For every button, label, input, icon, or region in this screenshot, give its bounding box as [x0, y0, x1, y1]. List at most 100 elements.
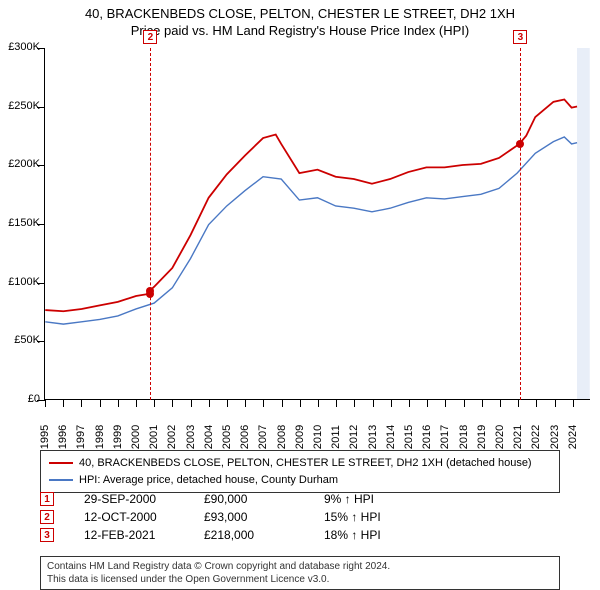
x-axis-label: 2017	[439, 422, 451, 452]
sales-table: 1 29-SEP-2000 £90,000 9% ↑ HPI 2 12-OCT-2000 £…	[40, 492, 414, 546]
footer-line-2: This data is licensed under the Open Gov…	[47, 573, 553, 586]
chart-svg	[45, 48, 590, 399]
y-axis-label: £150K	[8, 217, 40, 229]
sales-row-price: £218,000	[204, 528, 294, 542]
legend-label: HPI: Average price, detached house, Coun…	[79, 472, 338, 489]
x-tick	[482, 399, 483, 407]
y-axis-label: £50K	[14, 334, 40, 346]
x-axis-label: 2006	[239, 422, 251, 452]
sales-row-price: £90,000	[204, 492, 294, 506]
chart-subtitle: Price paid vs. HM Land Registry's House …	[0, 23, 600, 42]
x-tick	[536, 399, 537, 407]
x-axis-label: 2021	[512, 422, 524, 452]
sales-row-date: 12-FEB-2021	[84, 528, 174, 542]
y-axis-label: £100K	[8, 276, 40, 288]
x-axis-label: 2015	[403, 422, 415, 452]
x-tick	[573, 399, 574, 407]
sales-row-marker: 3	[40, 528, 54, 542]
sales-row: 2 12-OCT-2000 £93,000 15% ↑ HPI	[40, 510, 414, 524]
sales-row-price: £93,000	[204, 510, 294, 524]
x-tick	[245, 399, 246, 407]
footer-line-1: Contains HM Land Registry data © Crown c…	[47, 560, 553, 573]
sales-row: 1 29-SEP-2000 £90,000 9% ↑ HPI	[40, 492, 414, 506]
x-axis-label: 2004	[203, 422, 215, 452]
annotation-line	[520, 48, 521, 400]
x-axis-label: 2007	[257, 422, 269, 452]
x-tick	[172, 399, 173, 407]
x-tick	[318, 399, 319, 407]
y-axis-label: £300K	[8, 41, 40, 53]
x-tick	[427, 399, 428, 407]
x-axis-label: 2014	[385, 422, 397, 452]
x-axis-label: 2008	[276, 422, 288, 452]
y-axis-label: £250K	[8, 100, 40, 112]
x-axis-label: 2000	[130, 422, 142, 452]
x-axis-label: 2011	[330, 422, 342, 452]
x-axis-label: 2023	[549, 422, 561, 452]
x-tick	[209, 399, 210, 407]
series-line-subject	[45, 99, 577, 311]
x-axis-label: 2012	[348, 422, 360, 452]
attribution-footer: Contains HM Land Registry data © Crown c…	[40, 556, 560, 590]
x-tick	[81, 399, 82, 407]
x-tick	[118, 399, 119, 407]
sale-point	[516, 140, 524, 148]
annotation-line	[150, 48, 151, 400]
x-axis-label: 2022	[530, 422, 542, 452]
x-tick	[336, 399, 337, 407]
legend-label: 40, BRACKENBEDS CLOSE, PELTON, CHESTER L…	[79, 455, 532, 472]
x-axis-label: 2019	[476, 422, 488, 452]
legend-row: 40, BRACKENBEDS CLOSE, PELTON, CHESTER L…	[49, 455, 551, 472]
sales-row-delta: 9% ↑ HPI	[324, 492, 414, 506]
x-axis-label: 2002	[166, 422, 178, 452]
sale-point	[146, 287, 154, 295]
x-axis-label: 2013	[367, 422, 379, 452]
x-tick	[136, 399, 137, 407]
x-tick	[391, 399, 392, 407]
annotation-marker: 3	[513, 30, 527, 44]
x-tick	[500, 399, 501, 407]
legend-row: HPI: Average price, detached house, Coun…	[49, 472, 551, 489]
x-tick	[263, 399, 264, 407]
x-tick	[100, 399, 101, 407]
x-axis-label: 2003	[185, 422, 197, 452]
x-tick	[354, 399, 355, 407]
legend: 40, BRACKENBEDS CLOSE, PELTON, CHESTER L…	[40, 450, 560, 493]
x-tick	[555, 399, 556, 407]
chart-container: 40, BRACKENBEDS CLOSE, PELTON, CHESTER L…	[0, 0, 600, 590]
x-axis-label: 2005	[221, 422, 233, 452]
x-tick	[373, 399, 374, 407]
x-tick	[409, 399, 410, 407]
legend-swatch	[49, 479, 73, 481]
x-tick	[154, 399, 155, 407]
x-axis-label: 2009	[294, 422, 306, 452]
annotation-marker: 2	[143, 30, 157, 44]
x-tick	[445, 399, 446, 407]
y-axis-label: £0	[28, 393, 40, 405]
x-tick	[191, 399, 192, 407]
sales-row-marker: 1	[40, 492, 54, 506]
sales-row-marker: 2	[40, 510, 54, 524]
x-axis-label: 2016	[421, 422, 433, 452]
series-line-hpi	[45, 137, 577, 324]
x-axis-label: 1997	[75, 422, 87, 452]
x-tick	[300, 399, 301, 407]
sales-row-delta: 15% ↑ HPI	[324, 510, 414, 524]
x-axis-label: 2024	[567, 422, 579, 452]
x-axis-label: 1998	[94, 422, 106, 452]
sales-row-delta: 18% ↑ HPI	[324, 528, 414, 542]
sales-row-date: 29-SEP-2000	[84, 492, 174, 506]
legend-swatch	[49, 462, 73, 464]
x-tick	[518, 399, 519, 407]
x-tick	[282, 399, 283, 407]
x-axis-label: 2018	[458, 422, 470, 452]
x-axis-label: 2001	[148, 422, 160, 452]
x-axis-label: 2020	[494, 422, 506, 452]
x-tick	[464, 399, 465, 407]
x-axis-label: 1999	[112, 422, 124, 452]
x-axis-label: 2010	[312, 422, 324, 452]
y-axis-label: £200K	[8, 158, 40, 170]
x-tick	[63, 399, 64, 407]
sales-row-date: 12-OCT-2000	[84, 510, 174, 524]
x-axis-label: 1996	[57, 422, 69, 452]
